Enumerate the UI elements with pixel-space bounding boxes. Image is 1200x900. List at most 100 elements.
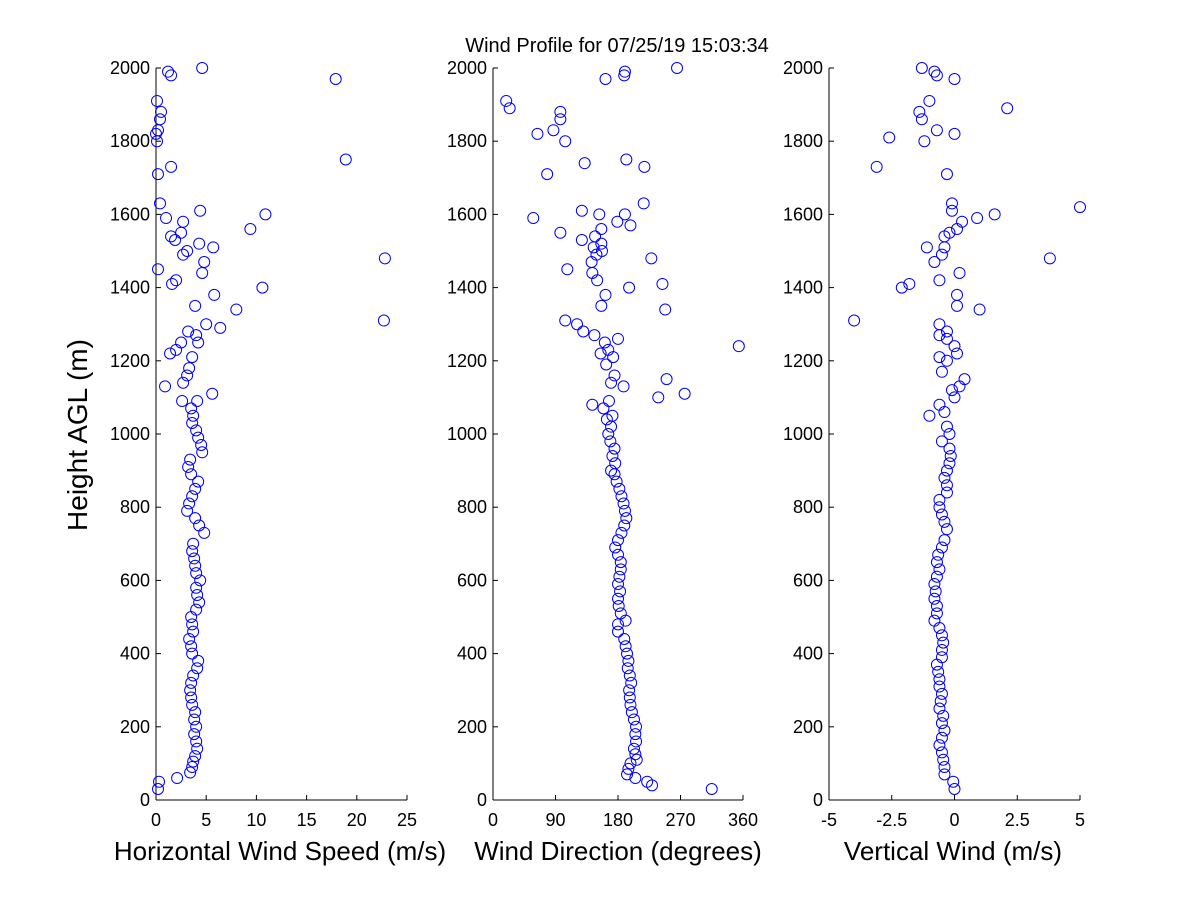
y-tick-label: 200 xyxy=(120,717,150,737)
dir-data-point xyxy=(621,662,634,675)
dir-data-point xyxy=(623,281,636,294)
dir-data-point xyxy=(620,512,633,525)
vert-data-point xyxy=(943,457,956,470)
dir-data-point xyxy=(625,676,638,689)
figure-title: Wind Profile for 07/25/19 15:03:34 xyxy=(465,35,769,57)
dir-data-point xyxy=(602,343,615,356)
dir-data-point xyxy=(624,219,637,232)
hws-data-point xyxy=(186,545,199,558)
dir-data-point xyxy=(618,519,631,532)
x-tick-label: 270 xyxy=(665,810,695,830)
vert-data-point xyxy=(915,113,928,126)
dir-data-point xyxy=(645,252,658,265)
dir-data-point xyxy=(599,288,612,301)
hws-data-point xyxy=(185,640,198,653)
vert-data-point xyxy=(938,768,951,781)
dir-data-point xyxy=(608,369,621,382)
dir-data-point xyxy=(618,69,631,82)
hws-data-point xyxy=(329,72,342,85)
vert-data-point xyxy=(938,724,951,737)
vert-data-point xyxy=(933,621,946,634)
dir-data-point xyxy=(611,215,624,228)
dir-data-point xyxy=(606,449,619,462)
vert-data-point xyxy=(940,325,953,338)
vert-data-point xyxy=(935,629,948,642)
vert-data-point xyxy=(940,168,953,181)
y-tick-label: 0 xyxy=(140,790,150,810)
vert-data-point xyxy=(938,515,951,528)
hws-data-point xyxy=(154,113,167,126)
hws-data-point xyxy=(189,559,202,572)
vert-data-point xyxy=(948,391,961,404)
y-tick-label: 1400 xyxy=(783,278,823,298)
hws-data-point xyxy=(230,303,243,316)
x-tick-label: 5 xyxy=(1075,810,1085,830)
dir-data-point xyxy=(660,373,673,386)
hws-data-point xyxy=(187,537,200,550)
y-tick-label: 1000 xyxy=(110,424,150,444)
hws-data-point xyxy=(186,351,199,364)
dir-data-point xyxy=(629,748,642,761)
vert-data-point xyxy=(928,592,941,605)
dir-data-point xyxy=(630,735,643,748)
vert-data-point xyxy=(933,274,946,287)
vert-data-point xyxy=(951,288,964,301)
dir-data-point xyxy=(612,332,624,345)
y-axis-label: Height AGL (m) xyxy=(62,339,93,531)
hws-data-point xyxy=(186,698,199,711)
y-tick-label: 1800 xyxy=(110,131,150,151)
dir-data-point xyxy=(600,358,613,371)
vert-data-point xyxy=(932,665,945,678)
dir-data-point xyxy=(605,376,618,389)
vert-data-point xyxy=(938,406,951,419)
vert-data-point xyxy=(929,585,942,598)
hws-data-point xyxy=(191,742,204,755)
dir-data-point xyxy=(618,208,631,221)
y-tick-label: 0 xyxy=(813,790,823,810)
vert-data-point xyxy=(870,160,883,173)
dir-data-point xyxy=(627,742,640,755)
dir-data-point xyxy=(554,113,567,126)
dir-data-point xyxy=(620,153,633,166)
vert-data-point xyxy=(930,124,943,137)
hws-data-point xyxy=(169,234,182,247)
hws-data-point xyxy=(208,288,221,301)
hws-data-point xyxy=(152,263,165,276)
dir-data-point xyxy=(547,124,560,137)
hws-data-point xyxy=(206,387,219,400)
vert-data-point xyxy=(940,479,953,492)
vert-data-point xyxy=(933,351,946,364)
hws-data-point xyxy=(185,468,198,481)
vert-data-point xyxy=(848,314,861,327)
hws-data-point xyxy=(191,395,204,408)
y-tick-label: 1200 xyxy=(783,351,823,371)
hws-data-point xyxy=(259,208,272,221)
dir-data-point xyxy=(622,762,635,775)
vert-data-point xyxy=(923,94,936,107)
hws-data-point xyxy=(183,362,196,375)
dir-data-point xyxy=(623,669,636,682)
x-tick-label: 2.5 xyxy=(1005,810,1030,830)
dir-data-point xyxy=(595,237,608,250)
x-tick-label: -2.5 xyxy=(876,810,907,830)
vert-data-point xyxy=(930,658,943,671)
dir-data-point xyxy=(638,160,651,173)
hws-data-point xyxy=(196,266,209,279)
y-tick-label: 400 xyxy=(457,644,487,664)
y-tick-label: 600 xyxy=(120,570,150,590)
y-tick-label: 800 xyxy=(793,497,823,517)
vert-data-point xyxy=(903,277,916,290)
dir-data-point xyxy=(656,277,669,290)
hws-data-point xyxy=(164,347,177,360)
vert-data-point xyxy=(943,428,956,440)
hws-data-point xyxy=(170,343,183,356)
dir-data-point xyxy=(613,482,626,495)
hws-data-point xyxy=(189,512,202,525)
dir-data-point xyxy=(596,245,609,257)
dir-data-point xyxy=(588,329,601,342)
vert-data-point xyxy=(920,241,933,254)
dir-data-point xyxy=(615,526,628,539)
vert-data-point xyxy=(935,541,948,554)
y-tick-label: 1200 xyxy=(447,351,487,371)
vert-data-point xyxy=(928,614,941,627)
